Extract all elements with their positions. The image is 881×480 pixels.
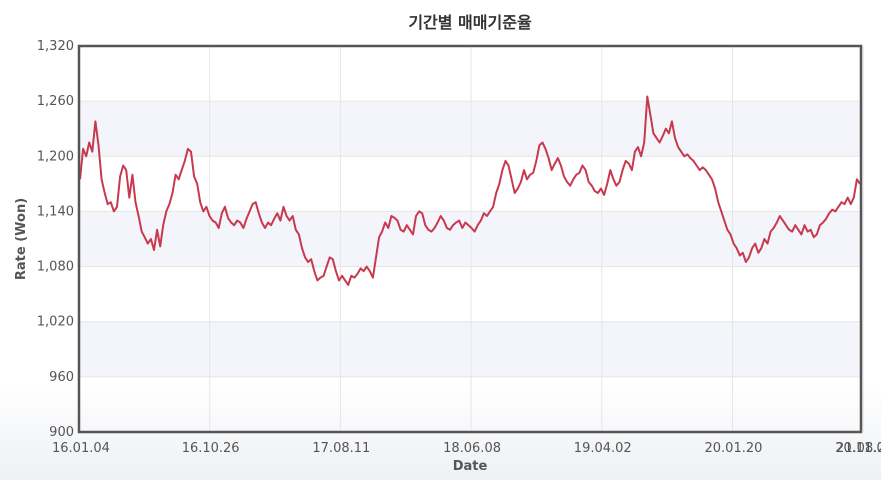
y-axis-label: Rate (Won) bbox=[14, 198, 29, 280]
y-tick-label: 1,200 bbox=[37, 149, 74, 164]
x-tick-label: 20.11.09 bbox=[835, 441, 881, 456]
x-tick-label: 16.10.26 bbox=[182, 441, 240, 456]
y-tick-label: 1,020 bbox=[37, 315, 74, 330]
plot-frame bbox=[77, 44, 863, 434]
x-tick-label: 19.04.02 bbox=[574, 441, 632, 456]
x-axis-label: Date bbox=[453, 459, 488, 474]
y-tick-label: 1,080 bbox=[37, 260, 74, 275]
y-tick-label: 960 bbox=[49, 370, 74, 385]
y-tick-label: 1,320 bbox=[37, 39, 74, 54]
chart-title: 기간별 매매기준율 bbox=[408, 13, 532, 32]
y-tick-label: 1,260 bbox=[37, 94, 74, 109]
y-tick-label: 900 bbox=[49, 425, 74, 440]
x-tick-label: 20.01.20 bbox=[705, 441, 763, 456]
series-line-rate bbox=[79, 95, 861, 286]
x-tick-labels: 16.01.04 16.10.26 17.08.11 18.06.08 19.04.02… bbox=[52, 441, 881, 456]
plot-band bbox=[79, 321, 861, 377]
y-tick-label: 1,140 bbox=[37, 204, 74, 219]
y-tick-labels: 900 960 1,020 1,080 1,140 1,200 1,260 1,320 bbox=[37, 39, 74, 440]
x-tick-label: 17.08.11 bbox=[312, 441, 370, 456]
x-tick-label: 21.08.2 bbox=[836, 441, 881, 456]
x-tick-label: 18.06.08 bbox=[443, 441, 501, 456]
x-tick-label: 16.01.04 bbox=[52, 441, 110, 456]
plot-bands bbox=[79, 101, 861, 377]
plot-band bbox=[79, 101, 861, 157]
